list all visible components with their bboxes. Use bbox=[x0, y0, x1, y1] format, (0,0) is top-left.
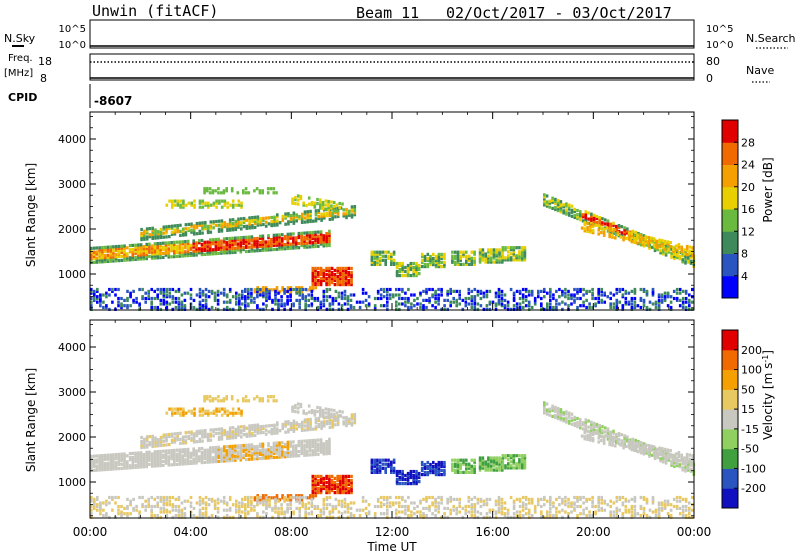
velocity-colorbar-swatch bbox=[722, 389, 738, 410]
velocity-colorbar-swatch bbox=[722, 330, 738, 351]
nsky-label: N.Sky bbox=[4, 32, 36, 45]
power-y-tick-label: 1000 bbox=[58, 268, 86, 281]
time-tick-label: 00:00 bbox=[677, 525, 712, 539]
velocity-colorbar-tick: -15 bbox=[741, 423, 759, 436]
velocity-colorbar-swatch bbox=[722, 409, 738, 430]
velocity-colorbar-swatch bbox=[722, 428, 738, 450]
power-colorbar-tick: 4 bbox=[741, 270, 748, 283]
velocity-colorbar-swatch bbox=[722, 488, 738, 509]
power-y-tick-label: 3000 bbox=[58, 178, 86, 191]
power-colorbar-tick: 24 bbox=[741, 159, 755, 172]
velocity-colorbar-swatch bbox=[722, 349, 738, 371]
power-colorbar-tick: 20 bbox=[741, 181, 755, 194]
velocity-colorbar-tick: -200 bbox=[741, 482, 766, 495]
power-panel: 4000 3000 2000 1000 Slant Range [km] 28 24 20… bbox=[24, 111, 775, 311]
velocity-colorbar-swatch bbox=[722, 369, 738, 390]
power-colorbar-swatch bbox=[722, 186, 738, 210]
nsearch-tick-low: 10^0 bbox=[706, 40, 733, 51]
velocity-colorbar: 200 100 50 15 -15 -50 -100 -200 bbox=[721, 329, 766, 509]
cpid-value: -8607 bbox=[94, 94, 132, 108]
date-range: 02/Oct/2017 - 03/Oct/2017 bbox=[446, 4, 672, 22]
power-y-tick-label: 4000 bbox=[58, 133, 86, 146]
power-colorbar-swatch bbox=[722, 120, 738, 143]
power-colorbar-swatch bbox=[722, 142, 738, 165]
time-tick-label: 20:00 bbox=[576, 525, 611, 539]
time-tick-label: 12:00 bbox=[375, 525, 410, 539]
power-scatter bbox=[90, 187, 696, 311]
power-colorbar-swatch bbox=[722, 209, 738, 232]
velocity-frame bbox=[89, 319, 695, 519]
velocity-y-tick-label: 1000 bbox=[58, 476, 86, 489]
time-x-axis: 00:00 04:00 08:00 12:00 16:00 20:00 00:00 bbox=[73, 112, 712, 539]
nsky-tick-high: 10^5 bbox=[59, 24, 86, 35]
velocity-colorbar-tick: 15 bbox=[741, 403, 755, 416]
velocity-colorbar-label-close: ] bbox=[761, 350, 775, 355]
velocity-colorbar-swatch bbox=[722, 468, 738, 489]
time-tick-label: 08:00 bbox=[274, 525, 309, 539]
time-tick-label: 00:00 bbox=[73, 525, 108, 539]
nsearch-tick-high: 10^5 bbox=[706, 24, 733, 35]
velocity-colorbar-tick: 200 bbox=[741, 344, 762, 357]
freq-tick-low: 8 bbox=[40, 72, 47, 85]
nsky-tick-low: 10^0 bbox=[59, 40, 86, 51]
velocity-colorbar-label: Velocity [m s-1] bbox=[761, 350, 775, 440]
nsearch-label: N.Search bbox=[746, 32, 796, 45]
freq-label: Freq. bbox=[8, 53, 33, 64]
velocity-scatter bbox=[90, 395, 696, 519]
power-colorbar-swatch bbox=[722, 164, 738, 188]
power-y-axis: 4000 3000 2000 1000 bbox=[58, 116, 694, 309]
nave-tick-high: 80 bbox=[706, 55, 720, 68]
nave-tick-low: 0 bbox=[706, 72, 713, 85]
power-colorbar-tick: 28 bbox=[741, 136, 755, 149]
power-colorbar-swatch bbox=[722, 253, 738, 277]
freq-tick-high: 18 bbox=[38, 55, 52, 68]
velocity-colorbar-swatch bbox=[722, 448, 738, 469]
velocity-colorbar-tick: -50 bbox=[741, 443, 759, 456]
power-ylabel: Slant Range [km] bbox=[24, 163, 38, 267]
power-colorbar-swatch bbox=[722, 231, 738, 254]
velocity-colorbar-label-main: Velocity [m s bbox=[761, 363, 775, 440]
freq-panel: Freq. [MHz] 18 8 80 0 Nave bbox=[4, 53, 774, 85]
velocity-ylabel: Slant Range [km] bbox=[24, 368, 38, 472]
station-title: Unwin (fitACF) bbox=[92, 2, 218, 20]
power-frame bbox=[89, 111, 695, 311]
beam-label: Beam 11 bbox=[356, 4, 419, 22]
nsky-panel: N.Sky 10^5 10^0 10^5 10^0 N.Search bbox=[4, 19, 796, 51]
freq-unit-label: [MHz] bbox=[4, 68, 33, 79]
time-tick-label: 16:00 bbox=[475, 525, 510, 539]
velocity-y-tick-label: 4000 bbox=[58, 341, 86, 354]
power-y-tick-label: 2000 bbox=[58, 223, 86, 236]
velocity-colorbar-tick: 50 bbox=[741, 383, 755, 396]
velocity-y-axis: 4000 3000 2000 1000 bbox=[58, 324, 694, 517]
cpid-panel: CPID -8607 bbox=[8, 84, 132, 108]
power-colorbar-tick: 8 bbox=[741, 248, 748, 261]
power-colorbar-swatch bbox=[722, 275, 738, 299]
velocity-colorbar-label-sup: -1 bbox=[761, 355, 770, 363]
velocity-panel: 4000 3000 2000 1000 Slant Range [km] 200 100… bbox=[24, 112, 775, 554]
power-colorbar-tick: 16 bbox=[741, 203, 755, 216]
time-xlabel: Time UT bbox=[366, 540, 417, 554]
nave-label: Nave bbox=[746, 64, 774, 77]
time-tick-label: 04:00 bbox=[173, 525, 208, 539]
power-colorbar-label: Power [dB] bbox=[761, 157, 775, 222]
power-colorbar-tick: 12 bbox=[741, 225, 755, 238]
velocity-colorbar-tick: 100 bbox=[741, 364, 762, 377]
velocity-y-tick-label: 3000 bbox=[58, 386, 86, 399]
cpid-label: CPID bbox=[8, 91, 37, 104]
velocity-colorbar-tick: -100 bbox=[741, 462, 766, 475]
power-colorbar: 28 24 20 16 12 8 4 bbox=[721, 119, 755, 299]
velocity-y-tick-label: 2000 bbox=[58, 431, 86, 444]
